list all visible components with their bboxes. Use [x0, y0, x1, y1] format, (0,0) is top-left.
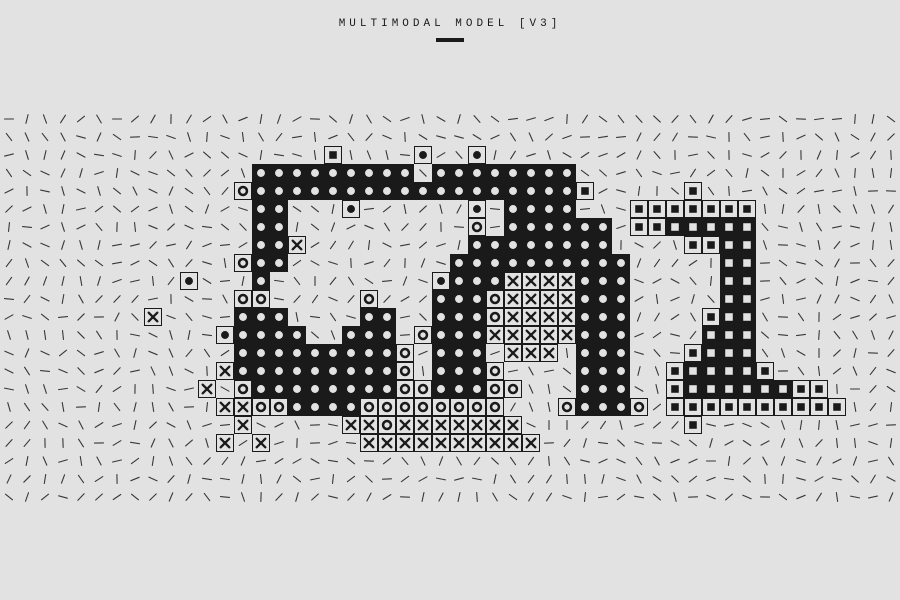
diagram-grid: [0, 0, 900, 600]
